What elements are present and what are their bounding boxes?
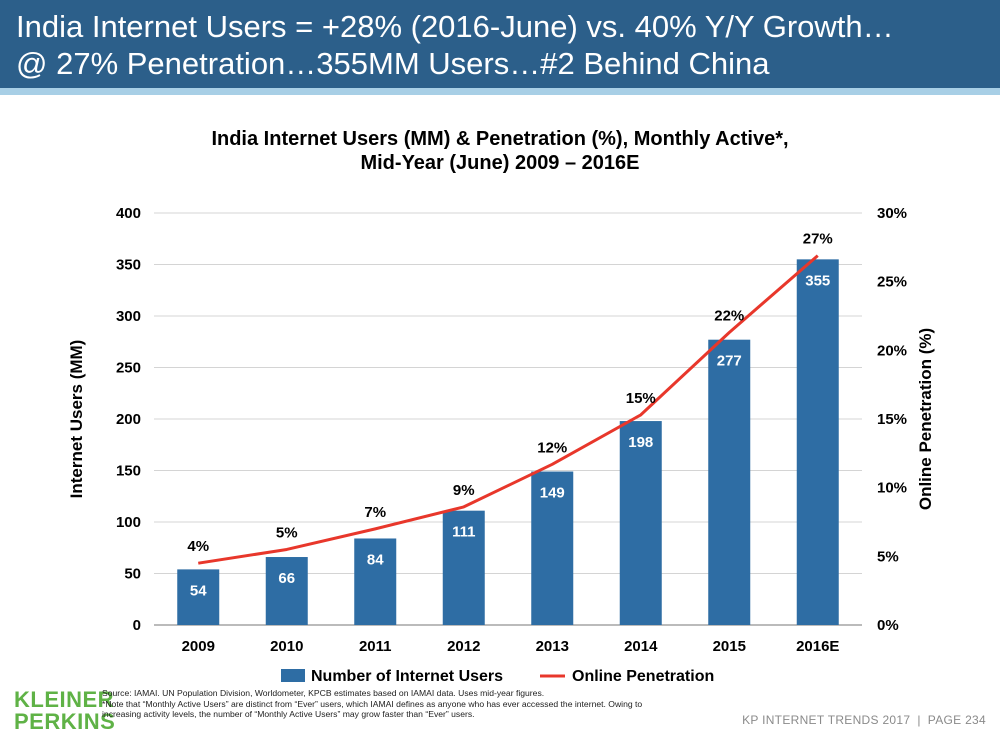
slide-title-line-2: @ 27% Penetration…355MM Users…#2 Behind … bbox=[16, 46, 770, 81]
bar-users bbox=[619, 421, 662, 625]
bar-users bbox=[442, 510, 485, 625]
slide-title: India Internet Users = +28% (2016-June) … bbox=[16, 8, 986, 82]
y-tick-label: 200 bbox=[116, 411, 141, 428]
legend-label-penetration: Online Penetration bbox=[572, 668, 714, 685]
report-name: KP INTERNET TRENDS 2017 bbox=[742, 713, 911, 727]
header-accent-bar bbox=[0, 88, 1000, 95]
penetration-label: 9% bbox=[453, 482, 475, 499]
y-tick-label: 150 bbox=[116, 463, 141, 480]
x-tick-label: 2010 bbox=[270, 638, 303, 655]
legend-label-users: Number of Internet Users bbox=[311, 668, 503, 685]
y-tick-label: 400 bbox=[116, 205, 141, 222]
footer-separator: | bbox=[917, 713, 921, 727]
penetration-line bbox=[198, 254, 819, 565]
slide-title-line-1: India Internet Users = +28% (2016-June) … bbox=[16, 9, 894, 44]
y2-tick-label: 20% bbox=[877, 342, 907, 359]
y-tick-label: 100 bbox=[116, 514, 141, 531]
y-axis-title: Internet Users (MM) bbox=[67, 340, 86, 499]
y-tick-label: 250 bbox=[116, 360, 141, 377]
x-tick-label: 2014 bbox=[624, 638, 658, 655]
y2-tick-label: 5% bbox=[877, 548, 899, 565]
logo-line-1: KLEINER bbox=[14, 687, 115, 712]
bar-value-label: 277 bbox=[717, 353, 742, 370]
source-line-1: Source: IAMAI. UN Population Division, W… bbox=[102, 688, 545, 698]
bar-value-label: 54 bbox=[190, 582, 207, 599]
source-note: Source: IAMAI. UN Population Division, W… bbox=[102, 688, 742, 720]
penetration-label: 27% bbox=[803, 231, 833, 248]
kleiner-perkins-logo: KLEINER PERKINS bbox=[14, 689, 115, 733]
source-line-2: *Note that “Monthly Active Users” are di… bbox=[102, 698, 643, 709]
bar-users bbox=[354, 538, 397, 625]
slide-header: India Internet Users = +28% (2016-June) … bbox=[0, 0, 1000, 88]
y-tick-label: 0 bbox=[133, 617, 141, 634]
bar-value-label: 84 bbox=[367, 551, 384, 568]
bar-users bbox=[177, 569, 220, 625]
bar-value-label: 149 bbox=[540, 485, 565, 502]
y-tick-label: 350 bbox=[116, 257, 141, 274]
y2-tick-label: 25% bbox=[877, 274, 907, 291]
penetration-label: 12% bbox=[537, 439, 567, 456]
x-tick-label: 2009 bbox=[182, 638, 215, 655]
source-line-3: increasing activity levels, the number o… bbox=[102, 709, 475, 719]
bar-users bbox=[708, 339, 751, 625]
x-tick-label: 2016E bbox=[796, 638, 839, 655]
chart-title-line-2: Mid-Year (June) 2009 – 2016E bbox=[360, 152, 639, 174]
x-tick-label: 2012 bbox=[447, 638, 480, 655]
y-tick-label: 300 bbox=[116, 308, 141, 325]
y2-tick-label: 30% bbox=[877, 205, 907, 222]
logo-line-2: PERKINS bbox=[14, 709, 116, 734]
y2-tick-label: 0% bbox=[877, 617, 899, 634]
x-tick-label: 2013 bbox=[536, 638, 569, 655]
y2-tick-label: 10% bbox=[877, 480, 907, 497]
y-tick-label: 50 bbox=[124, 566, 141, 583]
penetration-label: 15% bbox=[626, 390, 656, 407]
chart: India Internet Users (MM) & Penetration … bbox=[67, 128, 935, 685]
legend-swatch-users bbox=[281, 669, 305, 682]
y2-tick-label: 15% bbox=[877, 411, 907, 428]
bar-users bbox=[796, 259, 839, 625]
x-tick-label: 2015 bbox=[713, 638, 746, 655]
bar-value-label: 355 bbox=[805, 272, 830, 289]
chart-title-line-1: India Internet Users (MM) & Penetration … bbox=[211, 128, 788, 150]
penetration-label: 7% bbox=[364, 504, 386, 521]
penetration-label: 5% bbox=[276, 524, 298, 541]
x-tick-label: 2011 bbox=[359, 638, 392, 655]
page-footer: KP INTERNET TRENDS 2017 | PAGE 234 bbox=[742, 713, 986, 727]
bar-value-label: 111 bbox=[452, 524, 475, 541]
y2-axis-title: Online Penetration (%) bbox=[916, 328, 935, 510]
bar-users bbox=[265, 557, 308, 625]
page-number: PAGE 234 bbox=[927, 713, 986, 727]
penetration-label: 22% bbox=[714, 307, 744, 324]
bar-value-label: 198 bbox=[628, 434, 653, 451]
bar-value-label: 66 bbox=[278, 570, 295, 587]
penetration-label: 4% bbox=[187, 538, 209, 555]
bar-users bbox=[531, 471, 574, 625]
